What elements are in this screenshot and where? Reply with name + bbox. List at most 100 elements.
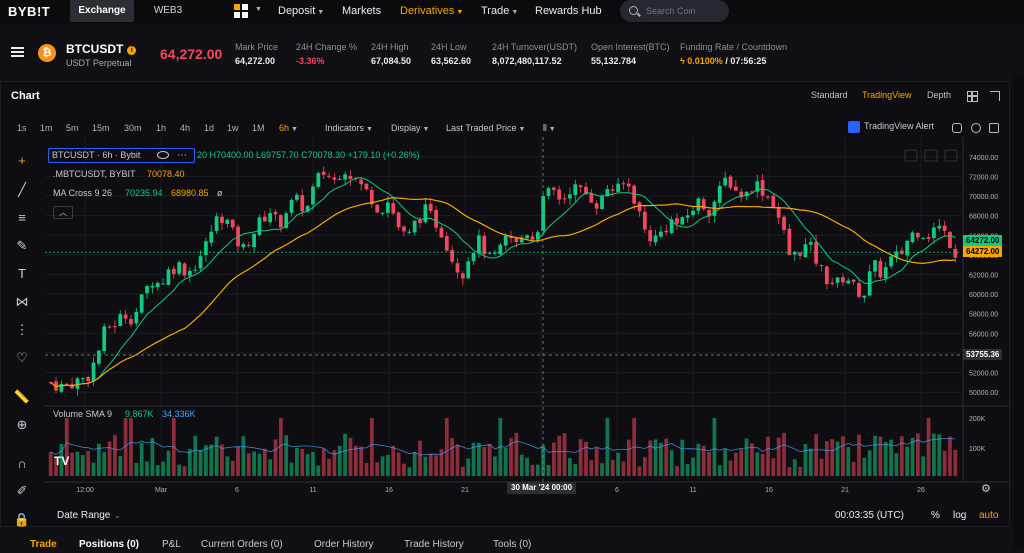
view-tradingview[interactable]: TradingView xyxy=(862,90,912,100)
settings-icon[interactable] xyxy=(971,123,981,133)
tab-pnl[interactable]: P&L xyxy=(162,539,181,550)
menu-icon[interactable] xyxy=(11,47,24,57)
volume-tick-label: 200K xyxy=(969,416,986,423)
tf-5m[interactable]: 5m xyxy=(66,123,79,133)
time-axis-settings-icon[interactable]: ⚙ xyxy=(981,483,991,495)
search-input[interactable]: Search Coin xyxy=(620,0,729,22)
legend-symbol[interactable]: BTCUSDT · 6h · Bybit ⋯ xyxy=(48,148,195,163)
date-range-button[interactable]: Date Range ⌄ xyxy=(57,510,121,521)
tradingview-alert-button[interactable]: TradingView Alert xyxy=(848,121,934,134)
camera-icon[interactable] xyxy=(952,123,962,133)
candle-body xyxy=(300,195,305,212)
expand-icon[interactable] xyxy=(990,91,1000,101)
tf-4h[interactable]: 4h xyxy=(180,123,191,133)
candle-body xyxy=(841,277,845,283)
bybit-logo[interactable]: BYB!T xyxy=(8,4,51,19)
candle-body xyxy=(739,191,744,198)
log-scale-toggle[interactable]: log xyxy=(953,510,967,521)
nav-derivatives[interactable]: Derivatives ▼ xyxy=(400,5,464,17)
candle-body xyxy=(782,216,786,230)
tf-1d[interactable]: 1d xyxy=(204,123,215,133)
fullscreen-icon[interactable] xyxy=(989,123,999,133)
nav-markets[interactable]: Markets xyxy=(342,5,382,17)
btc-coin-icon: ₿ xyxy=(38,44,56,62)
percent-scale-toggle[interactable]: % xyxy=(931,510,940,521)
trend-line-icon[interactable]: ╱ xyxy=(18,182,26,197)
tf-1m[interactable]: 1m xyxy=(40,123,53,133)
zoom-in-icon[interactable]: ⊕ xyxy=(16,417,28,432)
candle-body xyxy=(327,175,331,177)
candle-body xyxy=(600,195,604,210)
volume-bar xyxy=(284,435,289,476)
candle-body xyxy=(814,241,819,264)
price-source-select[interactable]: Last Traded Price ▼ xyxy=(446,123,526,133)
candle-body xyxy=(278,215,283,228)
favorite-heart-icon[interactable]: ♡ xyxy=(16,350,28,365)
tab-positions[interactable]: Positions (0) xyxy=(79,539,140,550)
pattern-icon[interactable]: ⋈ xyxy=(15,294,29,309)
volume-bar xyxy=(889,439,893,476)
tab-exchange[interactable]: Exchange xyxy=(70,0,134,22)
candle-body xyxy=(584,186,588,195)
tf-30m[interactable]: 30m xyxy=(124,123,142,133)
tab-order-history[interactable]: Order History xyxy=(314,539,374,550)
candle-body xyxy=(64,383,69,385)
tf-6h[interactable]: 6h ▼ xyxy=(279,123,298,133)
tf-1s[interactable]: 1s xyxy=(17,123,27,133)
x-tick-label: 12:00 xyxy=(76,487,94,494)
volume-bar xyxy=(926,418,931,476)
more-icon[interactable]: ⋯ xyxy=(177,150,187,161)
candle-body xyxy=(589,193,594,203)
brush-icon[interactable]: ✎ xyxy=(16,238,28,253)
crosshair-icon[interactable]: + xyxy=(18,153,26,168)
display-button[interactable]: Display ▼ xyxy=(391,123,430,133)
volume-bar xyxy=(139,442,144,476)
indicators-button[interactable]: Indicators ▼ xyxy=(325,123,373,133)
volume-bar xyxy=(744,438,749,476)
volume-bar xyxy=(64,418,69,476)
tf-1w[interactable]: 1w xyxy=(227,123,239,133)
view-standard[interactable]: Standard xyxy=(811,90,848,100)
volume-bar xyxy=(750,443,754,476)
ruler-icon[interactable]: 📏 xyxy=(13,389,31,404)
text-tool-icon[interactable]: T xyxy=(18,266,26,281)
volume-bar xyxy=(198,449,203,476)
nav-trade[interactable]: Trade ▼ xyxy=(481,5,519,17)
chart-type-icon[interactable]: ⫴ ▼ xyxy=(543,123,556,133)
candle-body xyxy=(493,252,497,254)
tab-tools[interactable]: Tools (0) xyxy=(493,539,532,550)
volume-bar xyxy=(113,435,117,476)
layout-grid-icon[interactable] xyxy=(967,91,978,102)
measure-icon[interactable]: ⋮ xyxy=(15,322,29,337)
lock-drawing-icon[interactable]: ✐ xyxy=(16,483,28,498)
volume-bar xyxy=(86,450,91,476)
candle-body xyxy=(487,252,492,254)
info-icon[interactable]: i xyxy=(127,46,137,55)
utc-clock[interactable]: 00:03:35 (UTC) xyxy=(835,510,904,521)
nav-deposit[interactable]: Deposit ▼ xyxy=(278,5,325,17)
tab-web3[interactable]: WEB3 xyxy=(153,5,183,16)
tab-trade-history[interactable]: Trade History xyxy=(404,539,464,550)
nav-rewards-hub[interactable]: Rewards Hub xyxy=(535,5,602,17)
lock-icon[interactable]: 🔒 xyxy=(13,512,31,527)
collapse-legend-button[interactable]: ︿ xyxy=(53,206,73,219)
auto-scale-toggle[interactable]: auto xyxy=(979,510,999,521)
chart-panel: Chart Standard TradingView Depth 1s 1m 5… xyxy=(0,81,1010,527)
magnet-icon[interactable]: ∩ xyxy=(17,456,27,471)
volume-bar xyxy=(246,453,251,476)
eye-icon[interactable] xyxy=(157,151,169,159)
tf-1h[interactable]: 1h xyxy=(156,123,167,133)
tab-trade[interactable]: Trade xyxy=(30,539,57,550)
fib-lines-icon[interactable]: ≡ xyxy=(18,210,26,225)
apps-grid-icon[interactable] xyxy=(234,4,248,18)
tradingview-logo[interactable]: TV xyxy=(54,454,70,468)
candle-body xyxy=(59,383,64,392)
tf-15m[interactable]: 15m xyxy=(92,123,110,133)
tf-1M[interactable]: 1M xyxy=(252,123,265,133)
candle-body xyxy=(359,179,364,185)
price-chart[interactable]: 74000.0072000.0070000.0068000.0066000.00… xyxy=(1,82,1011,528)
view-depth[interactable]: Depth xyxy=(927,90,952,100)
tab-current-orders[interactable]: Current Orders (0) xyxy=(201,539,283,550)
symbol-selector[interactable]: BTCUSDT i xyxy=(66,42,137,56)
crosshair-date-tag: 30 Mar '24 00:00 xyxy=(507,482,577,494)
